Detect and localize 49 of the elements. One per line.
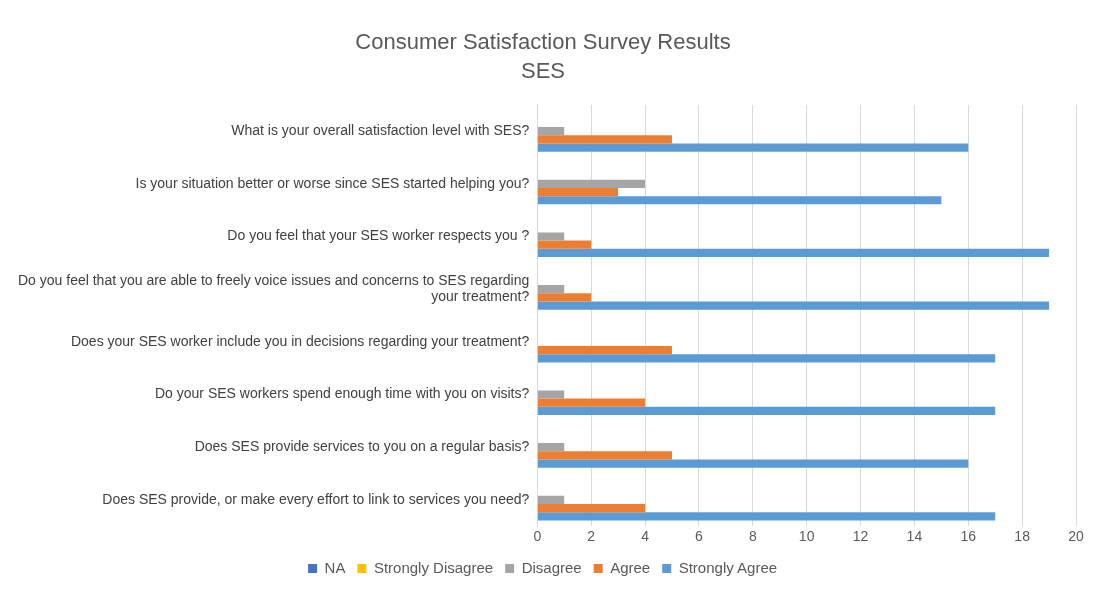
bar (537, 232, 565, 241)
x-tick-label: 18 (1014, 528, 1031, 545)
bar (537, 196, 942, 205)
legend-label: Agree (610, 558, 651, 576)
x-tick-label: 0 (533, 528, 542, 545)
bar (537, 345, 672, 355)
bar (537, 495, 565, 504)
bar (537, 293, 592, 302)
bar (537, 354, 996, 363)
bar (537, 443, 565, 452)
x-tick-label: 4 (641, 528, 650, 545)
legend-label: Disagree (521, 558, 582, 576)
bar (537, 285, 565, 294)
y-tick-label: Does SES provide, or make every effort to link to services you need? (102, 490, 530, 507)
bar (537, 406, 996, 416)
legend-label: NA (324, 558, 346, 576)
bar (537, 398, 646, 407)
y-tick-label: Does your SES worker include you in decisions regarding your treatment? (70, 332, 530, 349)
bar (537, 459, 969, 468)
chart-subtitle: SES (520, 57, 566, 83)
x-tick-label: 14 (906, 528, 923, 545)
chart-title: Consumer Satisfaction Survey Results (355, 29, 731, 55)
bar (537, 127, 565, 136)
bar (537, 390, 565, 399)
x-tick-label: 20 (1068, 528, 1084, 545)
bar (537, 503, 646, 513)
x-tick-label: 12 (852, 528, 869, 545)
y-tick-label: Do your SES workers spend enough time with you on visits? (155, 385, 530, 402)
y-tick-label: Do you feel that you are able to freely voice issues and concerns to SES regarding your treatment? (18, 271, 530, 305)
x-tick-label: 2 (587, 528, 596, 545)
x-tick-label: 8 (748, 528, 757, 545)
bar (537, 240, 592, 249)
bar (537, 179, 646, 188)
x-tick-label: 16 (960, 528, 977, 545)
legend-label: Strongly Disagree (373, 558, 494, 576)
y-tick-label: Does SES provide services to you on a regular basis? (194, 438, 530, 455)
bar (537, 301, 1050, 310)
x-tick-label: 6 (695, 528, 704, 545)
bar (537, 512, 996, 521)
bar (537, 143, 969, 152)
y-tick-label: Do you feel that your SES worker respects you ? (227, 227, 530, 244)
bar (537, 135, 672, 144)
bar (537, 248, 1050, 258)
y-tick-label: What is your overall satisfaction level with SES? (231, 122, 530, 138)
y-tick-label: Is your situation better or worse since SES started helping you? (135, 174, 530, 191)
x-tick-label: 10 (798, 528, 815, 545)
legend-label: Strongly Agree (678, 558, 778, 576)
bar (537, 451, 672, 460)
bar (537, 187, 619, 197)
